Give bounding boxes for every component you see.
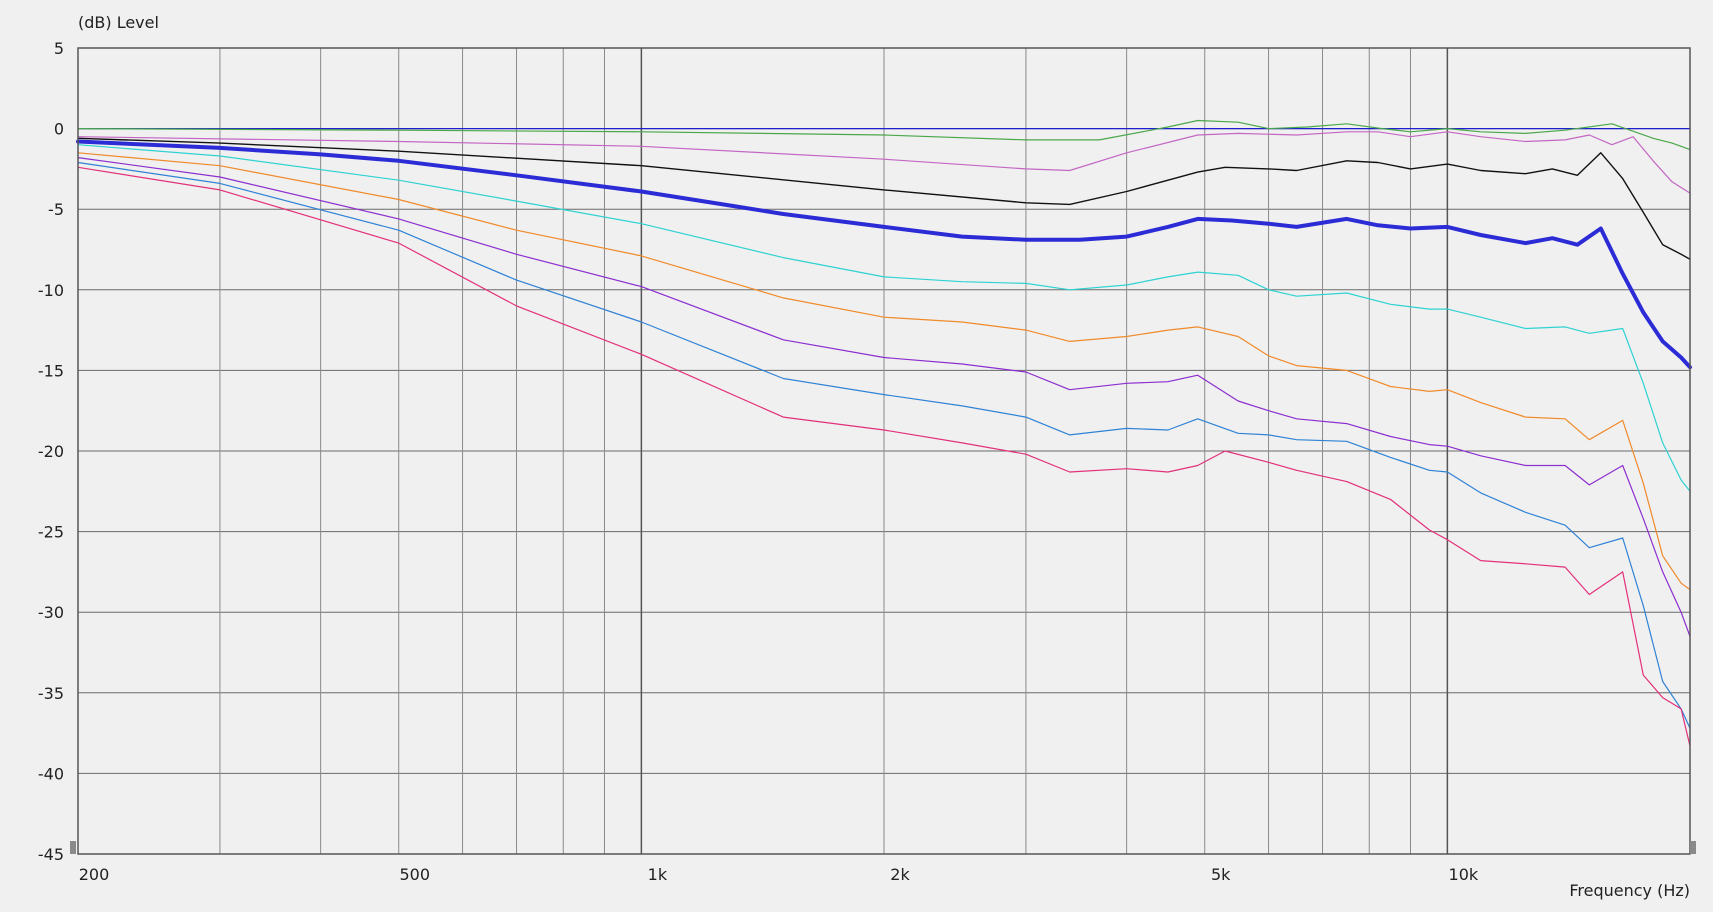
y-tick-label: -25 bbox=[38, 523, 64, 542]
y-tick-label: -20 bbox=[38, 442, 64, 461]
series-group bbox=[76, 119, 1692, 747]
series-line-3 bbox=[77, 131, 1691, 194]
x-tick-label: 200 bbox=[79, 865, 110, 884]
series-line-8 bbox=[77, 157, 1691, 638]
right-range-handle[interactable] bbox=[1690, 841, 1696, 854]
y-tick-label: -5 bbox=[48, 200, 64, 219]
series-line-9 bbox=[77, 161, 1691, 729]
series-line-10 bbox=[77, 166, 1691, 747]
y-tick-labels: 5 0 -5 -10 -15 -20 -25 -30 -35 -40 -45 bbox=[38, 39, 64, 864]
x-tick-labels: 200 500 1k 2k 5k 10k bbox=[79, 865, 1479, 884]
x-tick-label: 5k bbox=[1211, 865, 1231, 884]
x-tick-label: 10k bbox=[1449, 865, 1479, 884]
y-tick-label: -35 bbox=[38, 684, 64, 703]
y-axis-title: (dB) Level bbox=[78, 13, 159, 32]
x-tick-label: 500 bbox=[399, 865, 430, 884]
series-line-4 bbox=[77, 137, 1691, 260]
x-tick-label: 1k bbox=[648, 865, 668, 884]
y-tick-label: -10 bbox=[38, 281, 64, 300]
y-tick-label: 0 bbox=[54, 120, 64, 139]
series-line-5 bbox=[76, 139, 1692, 370]
y-tick-label: -45 bbox=[38, 845, 64, 864]
x-axis-title: Frequency (Hz) bbox=[1569, 881, 1690, 900]
y-tick-label: -15 bbox=[38, 361, 64, 380]
y-tick-label: 5 bbox=[54, 39, 64, 58]
series-line-2 bbox=[77, 119, 1691, 151]
x-tick-label: 2k bbox=[890, 865, 910, 884]
plot-border bbox=[77, 47, 1691, 855]
y-tick-label: -40 bbox=[38, 764, 64, 783]
series-line-6 bbox=[77, 144, 1691, 492]
left-range-handle[interactable] bbox=[70, 841, 76, 854]
series-line-7 bbox=[77, 152, 1691, 591]
y-tick-label: -30 bbox=[38, 603, 64, 622]
